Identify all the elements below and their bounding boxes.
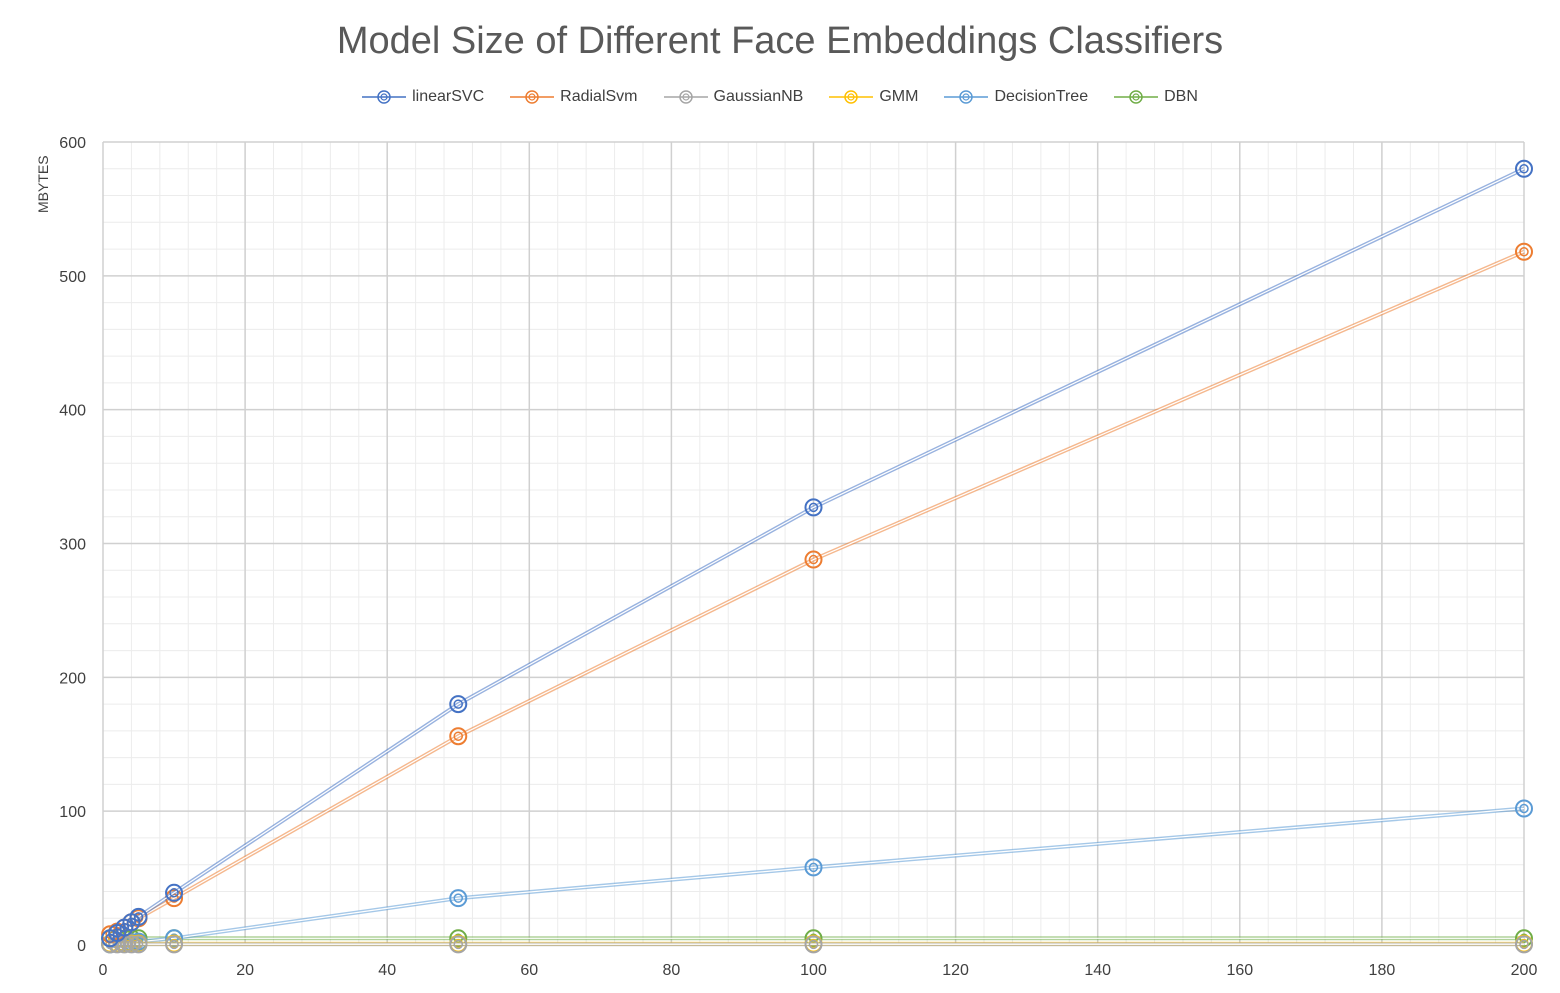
legend-marker-icon: [944, 90, 989, 104]
legend-item-decisiontree: DecisionTree: [944, 88, 1088, 106]
legend-label: GMM: [879, 88, 919, 105]
legend-item-radialsvm: RadialSvm: [510, 88, 638, 106]
legend-label: RadialSvm: [560, 88, 638, 105]
legend-item-linearsvc: linearSVC: [362, 88, 484, 106]
data-point-decisiontree: [165, 929, 184, 948]
series-decisiontree: [101, 799, 1533, 954]
legend-marker-icon: [663, 90, 708, 104]
data-point-gaussiannb: [1515, 935, 1533, 954]
data-point-inner-radialsvm: [453, 731, 463, 741]
y-tick-label: 600: [59, 135, 86, 152]
data-point-gaussiannb: [129, 935, 148, 954]
data-point-gaussiannb: [122, 935, 141, 954]
data-point-linearsvc: [804, 498, 823, 517]
data-point-inner-decisiontree: [808, 862, 819, 873]
data-point-linearsvc: [449, 695, 468, 714]
y-tick-label: 200: [59, 670, 86, 687]
data-point-inner-linearsvc: [1519, 164, 1529, 174]
x-tick-label: 160: [1226, 962, 1253, 979]
data-point-inner-linearsvc: [808, 502, 819, 513]
series-line-core-radialsvm: [109, 251, 1525, 935]
data-point-gaussiannb: [804, 935, 823, 954]
y-tick-label: 300: [59, 537, 86, 554]
series-linearsvc: [101, 159, 1533, 948]
legend-label: DBN: [1164, 88, 1198, 105]
series-line-linearsvc: [108, 166, 1525, 940]
data-point-linearsvc: [165, 883, 184, 902]
y-tick-label: 400: [59, 403, 86, 420]
data-point-gaussiannb: [449, 935, 468, 954]
data-point-linearsvc: [129, 907, 148, 926]
data-point-inner-linearsvc: [453, 699, 463, 709]
data-point-inner-radialsvm: [1519, 246, 1529, 257]
chart-title: Model Size of Different Face Embeddings …: [336, 20, 1224, 62]
x-tick-label: 120: [942, 962, 969, 979]
legend-label: linearSVC: [412, 88, 485, 105]
x-tick-label: 40: [378, 962, 396, 979]
x-tick-label: 180: [1369, 962, 1396, 979]
data-point-decisiontree: [449, 889, 468, 908]
data-point-radialsvm: [804, 550, 823, 569]
x-tick-label: 0: [99, 962, 108, 979]
major-grid: [102, 141, 1525, 946]
legend: linearSVC RadialSvm GaussianNB GMM Decis…: [0, 88, 1560, 106]
legend-item-gmm: GMM: [829, 88, 918, 106]
series-line-core-decisiontree: [110, 807, 1525, 945]
data-point-inner-decisiontree: [453, 893, 463, 903]
data-point-inner-radialsvm: [808, 554, 819, 565]
data-point-linearsvc: [1515, 159, 1533, 178]
data-point-gaussiannb: [165, 935, 184, 954]
legend-item-dbn: DBN: [1114, 88, 1198, 106]
legend-marker-icon: [1114, 90, 1159, 104]
data-point-dbn: [449, 929, 468, 948]
y-tick-label: 500: [59, 269, 86, 286]
data-point-inner-gaussiannb: [808, 939, 819, 950]
legend-label: GaussianNB: [713, 88, 804, 105]
data-point-inner-gaussiannb: [169, 939, 179, 950]
data-point-radialsvm: [449, 727, 468, 746]
x-tick-label: 100: [800, 962, 827, 979]
y-tick-label: 0: [77, 938, 86, 955]
legend-label: DecisionTree: [994, 88, 1089, 105]
data-point-inner-decisiontree: [1519, 803, 1529, 814]
data-point-inner-gaussiannb: [1519, 939, 1529, 950]
x-tick-label: 60: [520, 962, 538, 979]
data-point-inner-linearsvc: [133, 912, 144, 922]
legend-marker-icon: [829, 90, 874, 104]
y-tick-label: 100: [59, 804, 86, 821]
data-point-dbn: [1515, 929, 1533, 948]
series-line-core-linearsvc: [109, 168, 1525, 939]
series-line-radialsvm: [109, 249, 1525, 937]
tick-layer: 0 20 40 60 80 100 120 140 160 180 200 0 100 200 300 400…: [59, 135, 1537, 979]
data-point-inner-gaussiannb: [453, 939, 463, 950]
x-tick-label: 140: [1084, 962, 1111, 979]
series-line-decisiontree: [109, 806, 1525, 947]
series-layer: [101, 159, 1533, 954]
legend-item-gaussiannb: GaussianNB: [663, 88, 804, 106]
x-tick-label: 20: [236, 962, 254, 979]
data-point-radialsvm: [1515, 242, 1533, 261]
data-point-decisiontree: [1515, 799, 1533, 818]
data-point-inner-gaussiannb: [133, 939, 144, 950]
data-point-inner-linearsvc: [169, 888, 179, 898]
data-point-decisiontree: [804, 858, 823, 877]
data-point-dbn: [804, 929, 823, 948]
x-tick-label: 80: [663, 962, 681, 979]
legend-marker-icon: [510, 90, 555, 104]
x-tick-label: 200: [1511, 962, 1538, 979]
legend-marker-icon: [362, 90, 407, 104]
